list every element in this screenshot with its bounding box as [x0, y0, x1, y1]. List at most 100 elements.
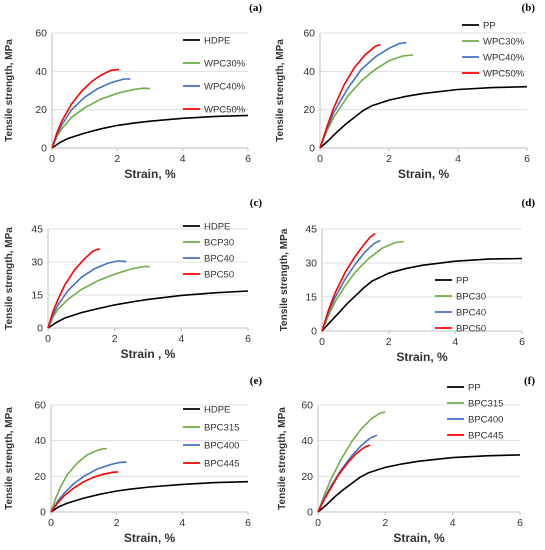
series-line-bpc40 [47, 260, 127, 329]
panel-label: (a) [249, 2, 262, 14]
legend-entry: HDPE [204, 405, 230, 416]
legend-entry: BPC40 [204, 254, 234, 265]
legend-entry: HDPE [204, 36, 230, 47]
x-tick-label: 6 [245, 517, 251, 529]
x-tick-label: 0 [315, 517, 321, 529]
legend-entry: HDPE [204, 222, 230, 233]
y-tick-label: 20 [35, 104, 47, 116]
legend-entry: BPC40 [456, 308, 486, 319]
x-tick-label: 6 [517, 517, 523, 529]
legend-entry: PP [468, 383, 481, 394]
y-axis-label: Tensile strength, MPa [279, 228, 290, 331]
series-line-bpc445 [50, 471, 119, 513]
legend-entry: WPC30% [483, 37, 525, 48]
series-line-bcp30 [47, 265, 150, 329]
y-tick-label: 0 [40, 507, 46, 519]
x-tick-label: 4 [455, 153, 461, 165]
series-line-pp [317, 454, 521, 513]
x-tick-label: 4 [180, 153, 186, 165]
y-axis-label: Tensile strength, MPa [277, 407, 288, 510]
series-line-hdpe [47, 290, 249, 329]
y-tick-label: 30 [31, 257, 43, 269]
legend-entry: BPC50 [204, 270, 234, 281]
panel-label: (f) [524, 375, 535, 387]
y-tick-label: 60 [301, 400, 313, 412]
y-tick-label: 0 [41, 143, 47, 155]
y-tick-label: 20 [303, 104, 315, 116]
series-line-hdpe [51, 114, 249, 149]
y-tick-label: 40 [34, 435, 46, 447]
series-line-bpc400 [50, 461, 127, 513]
legend-entry: BPC30 [456, 292, 486, 303]
y-axis-label: Tensile strength, MPa [275, 39, 286, 142]
y-tick-label: 60 [303, 28, 315, 40]
y-tick-label: 0 [309, 143, 315, 155]
y-tick-label: 60 [35, 28, 47, 40]
chart-panel-f: 0 20 40 60 0 2 4 6 Strain, % Tensile strength, MP… [277, 375, 535, 545]
series-line-bpc30 [321, 240, 404, 332]
panel-label: (b) [522, 2, 536, 14]
legend-entry: BPC315 [204, 423, 239, 434]
legend-entry: WPC50% [483, 69, 525, 80]
legend-entry: BPC50 [456, 324, 486, 335]
chart-panel-d: 0 15 30 45 0 2 4 6 Strain, % Tensile strength, MP… [279, 197, 535, 364]
series-line-pp [319, 85, 528, 149]
legend-entry: PP [483, 21, 496, 32]
x-tick-label: 4 [452, 336, 458, 348]
legend-entry: BPC315 [468, 399, 503, 410]
legend-entry: BCP30 [204, 238, 234, 249]
legend: HDPE BCP30 BPC40 BPC50 [183, 222, 234, 281]
y-tick-label: 15 [31, 290, 43, 302]
y-tick-label: 0 [311, 326, 317, 338]
x-tick-label: 6 [245, 153, 251, 165]
series-line-bpc315 [317, 411, 386, 513]
x-tick-label: 2 [386, 153, 392, 165]
x-tick-label: 0 [45, 333, 51, 345]
x-tick-label: 4 [450, 517, 456, 529]
legend: PP BPC315 BPC400 BPC445 [447, 383, 503, 442]
x-tick-label: 0 [317, 153, 323, 165]
y-tick-label: 15 [305, 292, 317, 304]
x-tick-label: 6 [245, 333, 251, 345]
series-line-wpc40 [319, 41, 407, 149]
y-axis-label: Tensile strength, MPa [4, 407, 15, 510]
x-axis-label: Strain, % [393, 531, 445, 545]
series-line-bpc50 [47, 248, 100, 329]
series-line-bpc445 [317, 444, 371, 513]
series-line-wpc30 [51, 87, 151, 149]
legend-entry: BPC400 [468, 415, 503, 426]
x-tick-label: 2 [112, 333, 118, 345]
x-tick-label: 4 [179, 517, 185, 529]
x-tick-label: 0 [49, 153, 55, 165]
legend-entry: WPC40% [204, 82, 246, 93]
legend-entry: PP [456, 276, 469, 287]
series-line-wpc50 [319, 43, 381, 149]
y-tick-label: 20 [301, 471, 313, 483]
legend: PP BPC30 BPC40 BPC50 [435, 276, 486, 335]
series-line-pp [321, 257, 523, 332]
y-tick-label: 40 [301, 435, 313, 447]
x-axis-label: Strain, % [398, 167, 450, 181]
legend-entry: WPC50% [204, 105, 246, 116]
y-axis-label: Tensile strength, MPa [4, 39, 15, 142]
x-axis-label: Strain, % [396, 350, 448, 364]
y-tick-label: 45 [31, 224, 43, 236]
y-tick-label: 40 [35, 66, 47, 78]
y-tick-label: 20 [34, 471, 46, 483]
panel-label: (c) [250, 197, 263, 209]
x-tick-label: 2 [386, 336, 392, 348]
legend-entry: BPC400 [204, 441, 239, 452]
y-axis-label: Tensile strength, MPa [4, 227, 15, 330]
y-tick-label: 60 [34, 400, 46, 412]
series-line-wpc40 [51, 78, 131, 149]
x-tick-label: 2 [114, 517, 120, 529]
legend: PP WPC30% WPC40% WPC50% [462, 21, 525, 80]
x-axis-label: Strain, % [124, 167, 176, 181]
chart-panel-c: 0 15 30 45 0 2 4 6 Strain , % Tensile strength, M… [4, 197, 262, 361]
series-line-bpc315 [50, 447, 107, 513]
x-tick-label: 2 [382, 517, 388, 529]
chart-panel-b: 0 20 40 60 0 2 4 6 Strain, % Tensile strength, MP… [275, 2, 535, 181]
x-tick-label: 6 [524, 153, 530, 165]
series-line-bpc40 [321, 239, 381, 332]
